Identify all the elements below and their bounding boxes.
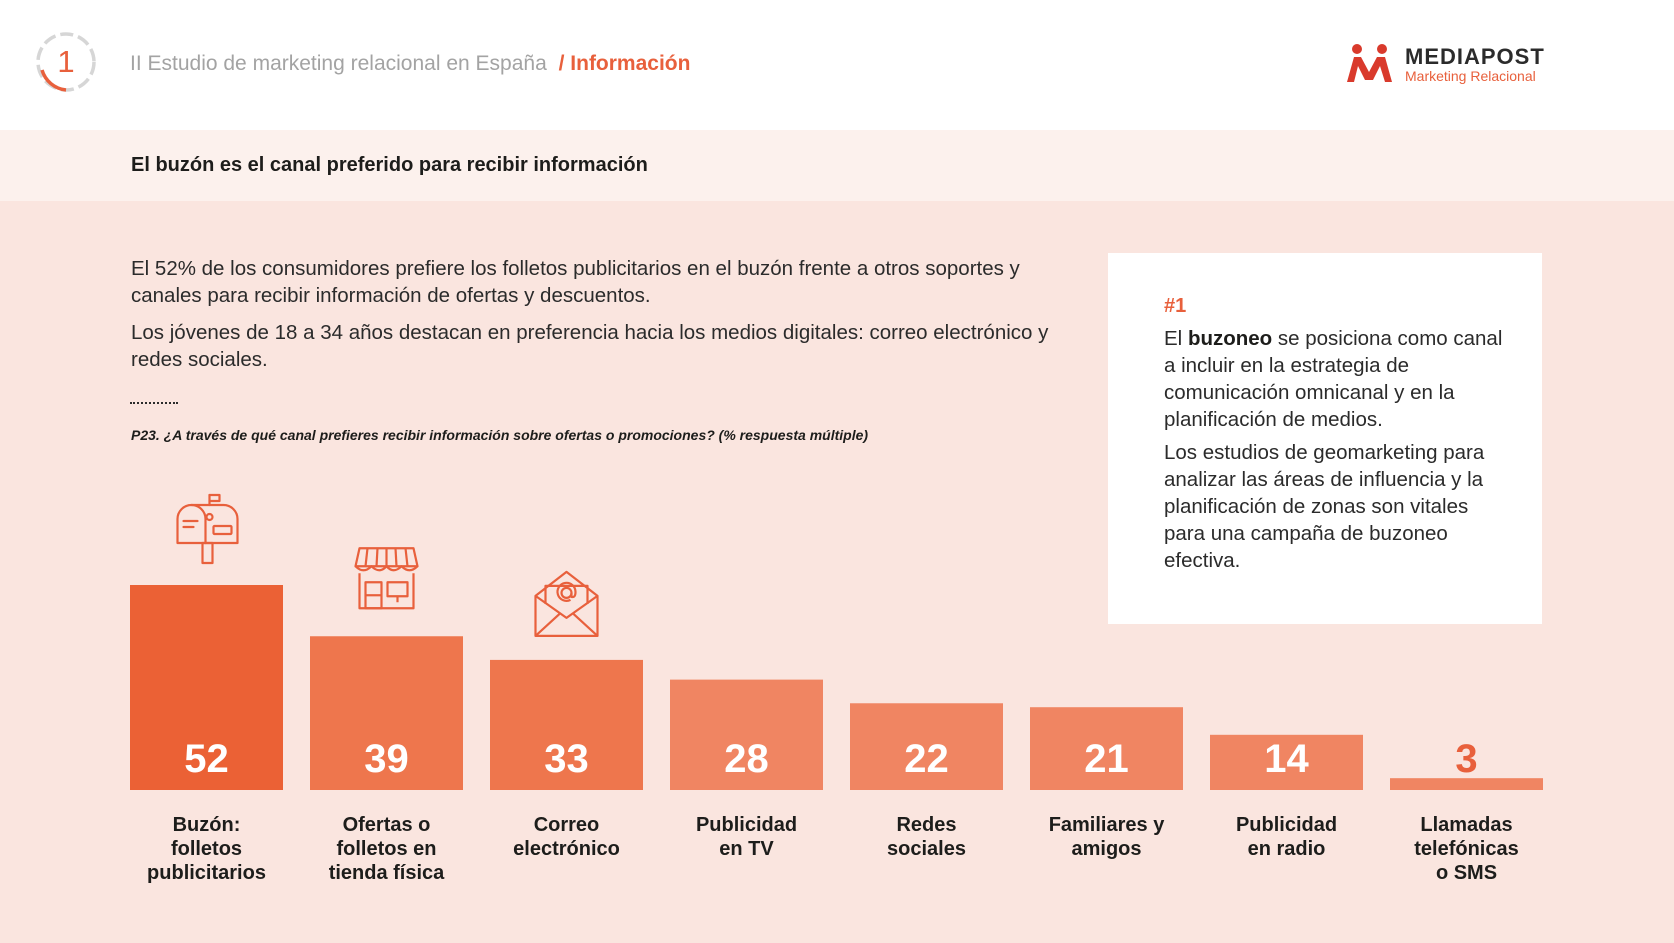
category-label-3: Correo electrónico [513, 814, 620, 860]
bar-1 [130, 585, 283, 790]
store-icon [354, 547, 419, 610]
callout-paragraph-1: El buzoneo se posiciona como canal a inc… [1164, 325, 1504, 433]
data-label-3: 33 [544, 737, 589, 781]
page-title: El buzón es el canal preferido para reci… [131, 154, 648, 176]
header: 1 II Estudio de marketing relacional en … [0, 0, 1674, 130]
brand-name: MEDIAPOST [1405, 44, 1545, 69]
data-label-4: 28 [724, 737, 769, 781]
bar-5 [850, 703, 1003, 790]
category-label-5: Redes sociales [887, 814, 966, 860]
data-label-5: 22 [904, 737, 949, 781]
callout-p1-after: se posiciona como canal a incluir en la … [1164, 327, 1503, 431]
callout-body: El buzoneo se posiciona como canal a inc… [1164, 325, 1504, 580]
mailbox-icon [176, 493, 239, 565]
dotted-divider [130, 402, 178, 404]
data-label-2: 39 [364, 737, 409, 781]
data-label-8: 3 [1455, 737, 1477, 781]
bar-7 [1210, 734, 1363, 790]
bar-3 [490, 659, 643, 790]
category-label-6: Familiares y amigos [1049, 814, 1166, 860]
intro-paragraph-2: Los jóvenes de 18 a 34 años destacan en … [131, 321, 1049, 371]
bar-4 [670, 679, 823, 790]
category-label-7: Publicidad en radio [1236, 814, 1337, 860]
brand-tagline: Marketing Relacional [1405, 68, 1536, 84]
progress-ring-icon [36, 32, 96, 92]
callout-tag: #1 [1164, 295, 1187, 317]
email-icon [534, 570, 599, 638]
callout-keyword: buzoneo [1187, 327, 1273, 350]
breadcrumb: II Estudio de marketing relacional en Es… [130, 52, 690, 76]
intro-text: El 52% de los consumidores prefiere los … [131, 255, 1071, 383]
section-badge: 1 [34, 30, 98, 94]
bar-6 [1030, 707, 1183, 790]
intro-paragraph-1: El 52% de los consumidores prefiere los … [131, 257, 1020, 307]
mediapost-logo-icon [1347, 44, 1392, 82]
callout-box: #1 El buzoneo se posiciona como canal a … [1108, 253, 1542, 624]
data-label-6: 21 [1084, 737, 1129, 781]
title-band: El buzón es el canal preferido para reci… [0, 130, 1674, 201]
callout-p1-before: El [1164, 327, 1188, 350]
callout-paragraph-2: Los estudios de geomarketing para analiz… [1164, 441, 1485, 572]
survey-question: P23. ¿A través de qué canal prefieres re… [131, 427, 869, 443]
category-label-8: Llamadas telefónicas o SMS [1414, 814, 1518, 884]
section-number: 1 [57, 44, 75, 79]
category-label-2: Ofertas o folletos en tienda física [329, 814, 445, 884]
breadcrumb-separator: / [558, 52, 565, 75]
category-label-4: Publicidad en TV [696, 814, 797, 860]
brand-logo: MEDIAPOST Marketing Relacional [1344, 42, 1549, 86]
bar-2 [310, 636, 463, 790]
breadcrumb-study: II Estudio de marketing relacional en Es… [130, 52, 547, 75]
data-label-7: 14 [1264, 737, 1309, 781]
bar-chart: 52 Buzón: folletos publicitarios 39 Ofertas o… [130, 493, 1543, 884]
data-label-1: 52 [184, 737, 229, 781]
breadcrumb-current: Información [570, 52, 691, 75]
bar-8 [1390, 778, 1543, 790]
category-label-1: Buzón: folletos publicitarios [147, 814, 266, 884]
